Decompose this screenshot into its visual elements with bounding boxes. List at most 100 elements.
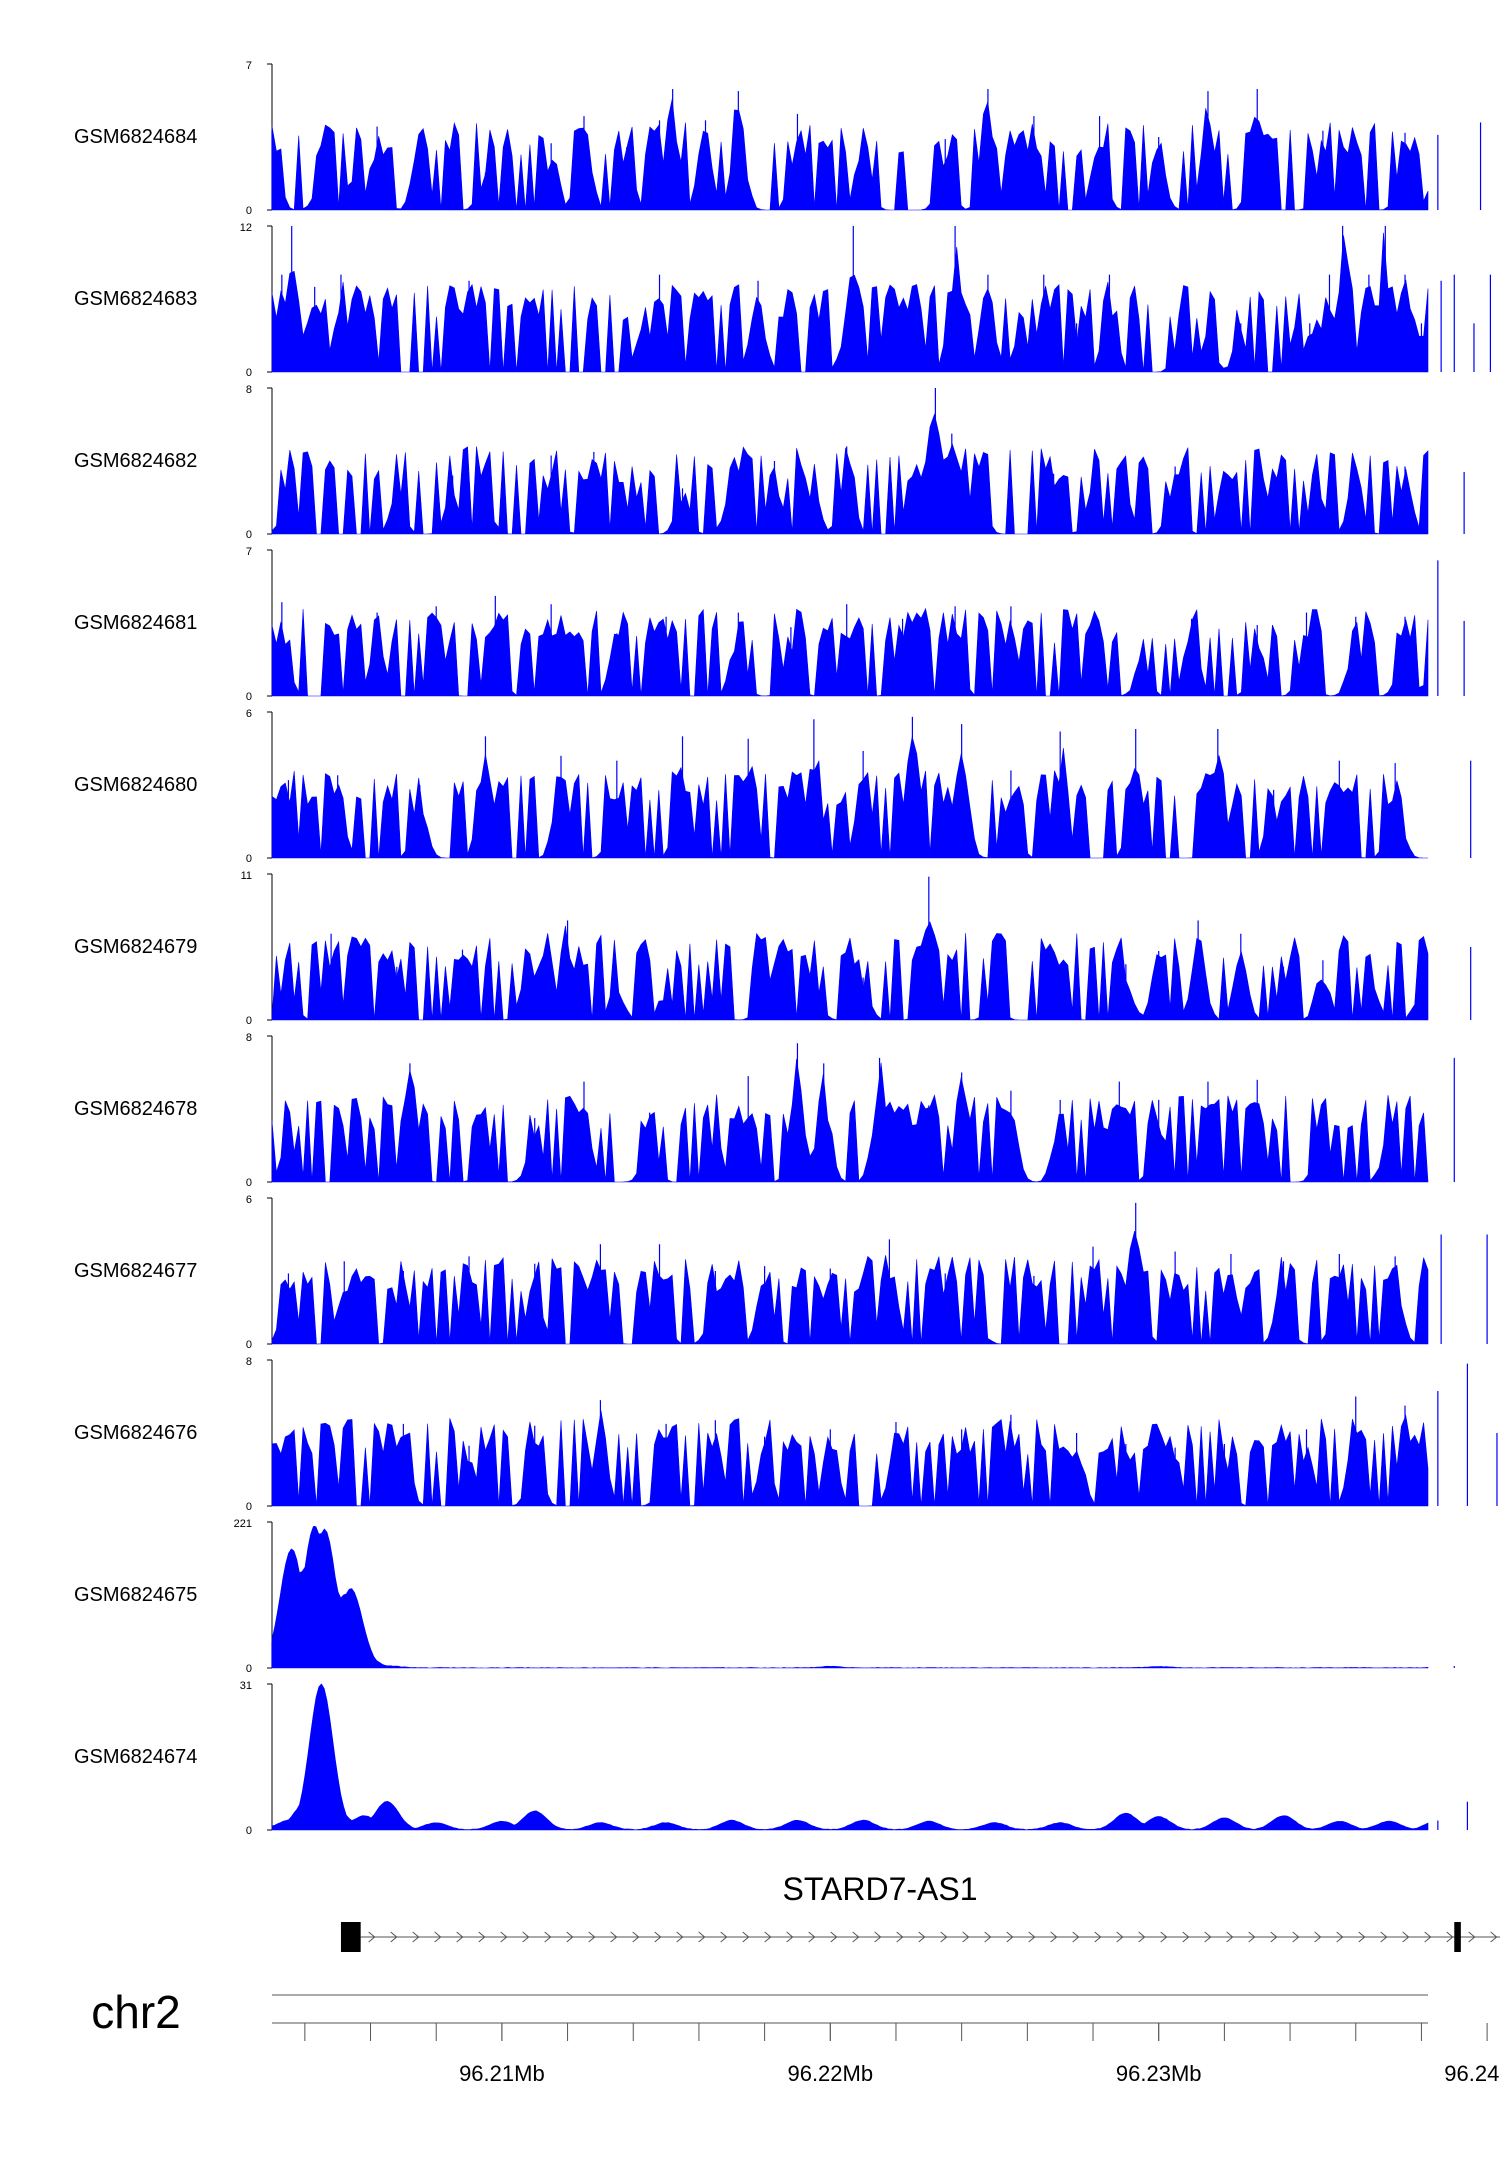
- strand-arrow: [588, 1931, 596, 1943]
- strand-arrow: [1028, 1931, 1036, 1943]
- y-tick-label-min: 0: [246, 853, 252, 865]
- strand-arrow: [1468, 1931, 1476, 1943]
- x-tick-label: 96.23Mb: [1116, 2061, 1202, 2086]
- strand-arrow: [984, 1931, 992, 1943]
- strand-arrow: [786, 1931, 794, 1943]
- strand-arrow: [1380, 1931, 1388, 1943]
- strand-arrow: [610, 1931, 618, 1943]
- y-tick-label-max: 6: [246, 1194, 252, 1206]
- coverage-area-GSM6824678: [271, 1058, 1429, 1183]
- strand-arrow: [368, 1931, 376, 1943]
- strand-arrow: [478, 1931, 486, 1943]
- y-tick-label-min: 0: [246, 367, 252, 379]
- strand-arrow: [522, 1931, 530, 1943]
- strand-arrow: [764, 1931, 772, 1943]
- track-label-GSM6824683: GSM6824683: [74, 288, 197, 310]
- coverage-area-GSM6824674: [271, 1683, 1429, 1831]
- strand-arrow: [1182, 1931, 1190, 1943]
- track-label-GSM6824682: GSM6824682: [74, 450, 197, 472]
- coverage-area-GSM6824683: [271, 232, 1429, 373]
- strand-arrow: [698, 1931, 706, 1943]
- strand-arrow: [390, 1931, 398, 1943]
- strand-arrow: [896, 1931, 904, 1943]
- strand-arrow: [1402, 1931, 1410, 1943]
- gene-exon-1: [340, 1922, 361, 1952]
- strand-arrow: [1314, 1931, 1322, 1943]
- strand-arrow: [1006, 1931, 1014, 1943]
- y-tick-label-min: 0: [246, 1015, 252, 1027]
- coverage-area-GSM6824684: [271, 99, 1429, 211]
- coverage-area-GSM6824676: [271, 1410, 1429, 1507]
- gene-name-label: STARD7-AS1: [782, 1871, 977, 1907]
- coverage-area-GSM6824679: [271, 921, 1429, 1021]
- strand-arrow: [1248, 1931, 1256, 1943]
- x-tick-label: 96.22Mb: [787, 2061, 873, 2086]
- y-tick-label-min: 0: [246, 1177, 252, 1189]
- strand-arrow: [1226, 1931, 1234, 1943]
- strand-arrow: [830, 1931, 838, 1943]
- strand-arrow: [1138, 1931, 1146, 1943]
- y-tick-label-min: 0: [246, 1339, 252, 1351]
- strand-arrow: [1336, 1931, 1344, 1943]
- strand-arrow: [1160, 1931, 1168, 1943]
- coverage-area-GSM6824677: [271, 1231, 1429, 1345]
- strand-arrow: [654, 1931, 662, 1943]
- strand-arrow: [852, 1931, 860, 1943]
- x-tick-label: 96.24Mb: [1444, 2061, 1500, 2086]
- track-label-GSM6824676: GSM6824676: [74, 1422, 197, 1444]
- coverage-area-GSM6824681: [271, 607, 1429, 697]
- strand-arrow: [1204, 1931, 1212, 1943]
- y-tick-label-max: 8: [246, 384, 252, 396]
- strand-arrow: [1424, 1931, 1432, 1943]
- strand-arrow: [1292, 1931, 1300, 1943]
- strand-arrow: [940, 1931, 948, 1943]
- strand-arrow: [1270, 1931, 1278, 1943]
- coverage-area-GSM6824680: [271, 736, 1428, 859]
- strand-arrow: [720, 1931, 728, 1943]
- gene-exon-2: [1454, 1922, 1461, 1952]
- strand-arrow: [808, 1931, 816, 1943]
- track-label-GSM6824675: GSM6824675: [74, 1584, 197, 1606]
- strand-arrow: [962, 1931, 970, 1943]
- track-label-GSM6824679: GSM6824679: [74, 936, 197, 958]
- strand-arrow: [1094, 1931, 1102, 1943]
- strand-arrow: [918, 1931, 926, 1943]
- strand-arrow: [456, 1931, 464, 1943]
- strand-arrow: [676, 1931, 684, 1943]
- y-tick-label-max: 31: [240, 1680, 252, 1692]
- y-tick-label-max: 6: [246, 708, 252, 720]
- chromosome-label: chr2: [91, 1986, 180, 2038]
- strand-arrow: [434, 1931, 442, 1943]
- y-tick-label-max: 7: [246, 546, 252, 558]
- track-label-GSM6824681: GSM6824681: [74, 612, 197, 634]
- track-label-GSM6824684: GSM6824684: [74, 126, 197, 148]
- strand-arrow: [874, 1931, 882, 1943]
- y-tick-label-min: 0: [246, 205, 252, 217]
- strand-arrow: [500, 1931, 508, 1943]
- track-label-GSM6824678: GSM6824678: [74, 1098, 197, 1120]
- y-tick-label-min: 0: [246, 529, 252, 541]
- y-tick-label-min: 0: [246, 1663, 252, 1675]
- y-tick-label-min: 0: [246, 691, 252, 703]
- strand-arrow: [566, 1931, 574, 1943]
- y-tick-label-max: 221: [234, 1518, 252, 1530]
- strand-arrow: [632, 1931, 640, 1943]
- coverage-area-GSM6824682: [271, 413, 1429, 535]
- y-tick-label-min: 0: [246, 1825, 252, 1837]
- y-tick-label-max: 7: [246, 60, 252, 72]
- y-tick-label-max: 11: [241, 870, 252, 882]
- track-label-GSM6824674: GSM6824674: [74, 1746, 197, 1768]
- track-label-GSM6824680: GSM6824680: [74, 774, 197, 796]
- y-tick-label-max: 8: [246, 1356, 252, 1368]
- y-tick-label-max: 8: [246, 1032, 252, 1044]
- y-tick-label-min: 0: [246, 1501, 252, 1513]
- strand-arrow: [412, 1931, 420, 1943]
- strand-arrow: [1358, 1931, 1366, 1943]
- y-tick-label-max: 12: [240, 222, 252, 234]
- strand-arrow: [1116, 1931, 1124, 1943]
- track-label-GSM6824677: GSM6824677: [74, 1260, 197, 1282]
- strand-arrow: [1446, 1931, 1454, 1943]
- coverage-area-GSM6824675: [271, 1526, 1429, 1669]
